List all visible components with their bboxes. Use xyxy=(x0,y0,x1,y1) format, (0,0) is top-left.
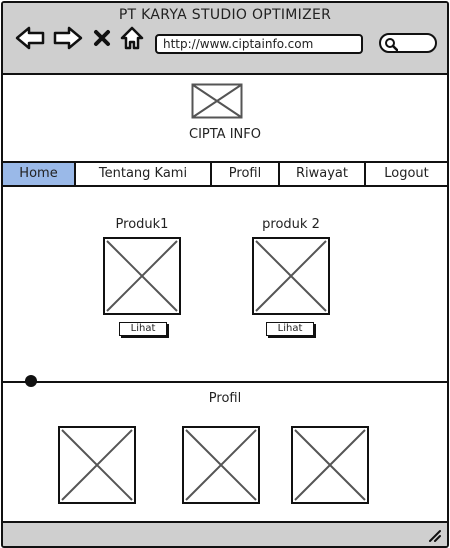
back-arrow-icon[interactable] xyxy=(15,25,47,51)
profil-image-placeholder-1 xyxy=(58,426,136,504)
title-bar: PT KARYA STUDIO OPTIMIZER http://www.cip… xyxy=(3,3,447,75)
menu-item-riwayat[interactable]: Riwayat xyxy=(280,163,366,185)
product-2-name: produk 2 xyxy=(262,217,320,232)
main-menu: Home Tentang Kami Profil Riwayat Logout xyxy=(3,161,447,187)
menu-item-profil[interactable]: Profil xyxy=(212,163,280,185)
product-1-image-placeholder xyxy=(103,237,181,315)
resize-grip-icon[interactable] xyxy=(427,528,441,542)
menu-item-tentang-kami[interactable]: Tentang Kami xyxy=(76,163,212,185)
window-title: PT KARYA STUDIO OPTIMIZER xyxy=(118,7,332,23)
product-2-image-placeholder xyxy=(252,237,330,315)
product-1-name: Produk1 xyxy=(115,217,169,232)
menu-item-logout[interactable]: Logout xyxy=(384,166,429,181)
status-bar xyxy=(3,521,447,546)
close-icon[interactable] xyxy=(93,29,111,47)
product-2-lihat-button[interactable]: Lihat xyxy=(266,322,314,336)
product-1-lihat-button[interactable]: Lihat xyxy=(119,322,167,336)
section-divider xyxy=(3,381,447,383)
brand-name: CIPTA INFO xyxy=(189,127,261,142)
logo-image-placeholder xyxy=(191,83,243,119)
profil-section-title: Profil xyxy=(208,391,242,406)
menu-item-home[interactable]: Home xyxy=(3,163,76,185)
home-icon[interactable] xyxy=(119,25,145,51)
profil-image-placeholder-2 xyxy=(182,426,260,504)
search-icon xyxy=(385,38,398,51)
forward-arrow-icon[interactable] xyxy=(51,25,83,51)
search-field[interactable] xyxy=(379,33,437,53)
profil-image-placeholder-3 xyxy=(291,426,369,504)
divider-handle[interactable] xyxy=(25,375,37,387)
url-field[interactable]: http://www.ciptainfo.com xyxy=(155,34,363,54)
